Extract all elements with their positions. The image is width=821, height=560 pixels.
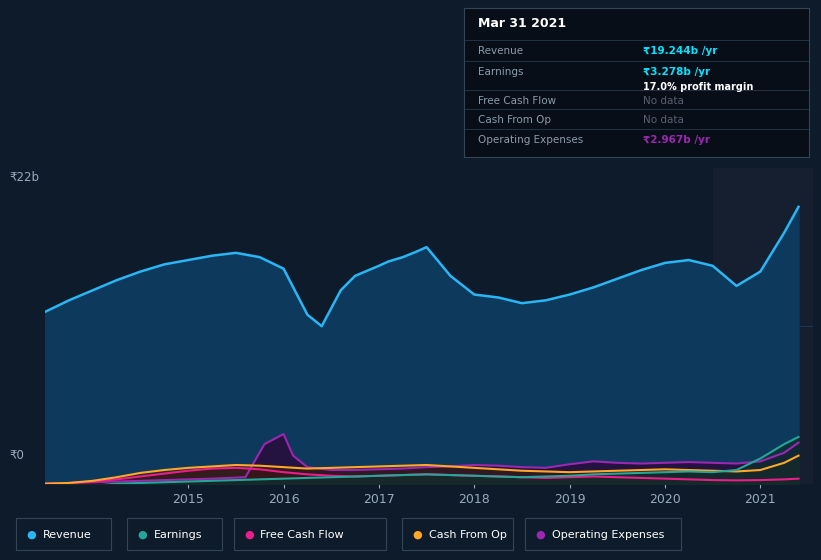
Text: Cash From Op: Cash From Op xyxy=(478,115,551,125)
Text: No data: No data xyxy=(643,115,684,125)
Text: ●: ● xyxy=(137,529,147,539)
Text: No data: No data xyxy=(643,96,684,106)
Text: Free Cash Flow: Free Cash Flow xyxy=(260,530,344,540)
Text: Earnings: Earnings xyxy=(154,530,202,540)
Text: Operating Expenses: Operating Expenses xyxy=(552,530,664,540)
Text: Revenue: Revenue xyxy=(478,45,523,55)
Text: ●: ● xyxy=(244,529,254,539)
Text: ₹3.278b /yr: ₹3.278b /yr xyxy=(643,67,710,77)
Text: ₹19.244b /yr: ₹19.244b /yr xyxy=(643,45,718,55)
Bar xyxy=(713,168,813,484)
Text: ●: ● xyxy=(26,529,36,539)
Text: Cash From Op: Cash From Op xyxy=(429,530,507,540)
Text: 17.0% profit margin: 17.0% profit margin xyxy=(643,82,754,92)
Text: ●: ● xyxy=(535,529,545,539)
Text: Mar 31 2021: Mar 31 2021 xyxy=(478,17,566,30)
Text: ₹22b: ₹22b xyxy=(10,171,40,184)
Text: ●: ● xyxy=(412,529,422,539)
Text: Operating Expenses: Operating Expenses xyxy=(478,136,583,145)
Text: ₹0: ₹0 xyxy=(10,449,25,462)
Text: ₹2.967b /yr: ₹2.967b /yr xyxy=(643,136,710,145)
Text: Revenue: Revenue xyxy=(43,530,91,540)
Text: Earnings: Earnings xyxy=(478,67,523,77)
Text: Free Cash Flow: Free Cash Flow xyxy=(478,96,556,106)
